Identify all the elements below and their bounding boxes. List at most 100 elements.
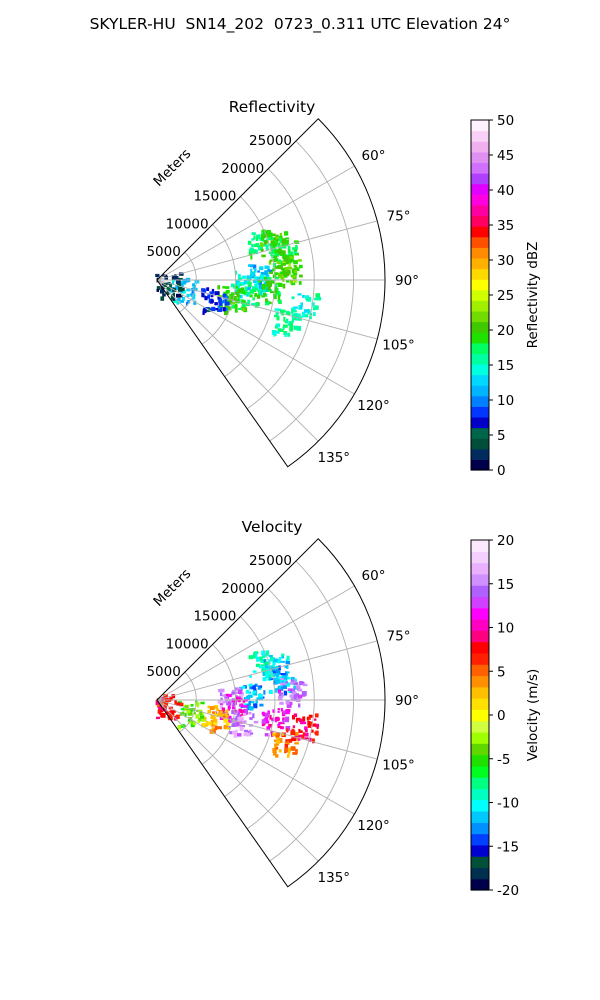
echo-gate [249, 674, 252, 678]
echo-gate [277, 689, 282, 694]
echo-gate [228, 701, 231, 707]
echo-gate [251, 303, 256, 306]
echo-gate [286, 754, 290, 758]
echo-gate [249, 717, 253, 720]
echo-gate [300, 302, 303, 308]
echo-gate [285, 671, 288, 676]
echo-gate [294, 253, 299, 256]
echo-gate [286, 269, 291, 275]
echo-gate [283, 316, 286, 322]
echo-gate [212, 711, 215, 714]
azimuth-tick-label: 120° [357, 818, 390, 834]
echo-gate [282, 283, 286, 289]
echo-gate [267, 287, 271, 291]
colorbar-swatch [471, 788, 489, 801]
colorbar-swatch [471, 867, 489, 880]
echo-gate [251, 243, 254, 248]
echo-gate [215, 308, 219, 311]
range-tick-label: 10000 [166, 636, 209, 652]
echo-gate [277, 686, 281, 690]
echo-gate [250, 255, 253, 260]
echo-gate [311, 723, 316, 727]
echo-gate [254, 651, 259, 655]
echo-gate [156, 288, 159, 292]
echo-gate [258, 284, 263, 290]
echo-gate [265, 244, 268, 250]
echo-gate [265, 665, 271, 670]
echo-gate [277, 328, 282, 332]
echo-gate [265, 298, 268, 302]
echo-gate [186, 709, 191, 714]
echo-gate [268, 277, 272, 282]
echo-gate [248, 655, 254, 660]
azimuth-tick-label: 75° [387, 628, 411, 644]
colorbar-tick-label: 20 [497, 323, 514, 339]
echo-gate [253, 703, 258, 709]
echo-gate [313, 312, 316, 316]
echo-gate [276, 330, 280, 334]
colorbar-swatch [471, 731, 489, 744]
echo-gate [298, 718, 303, 722]
echo-gate [235, 298, 240, 304]
echo-gate [228, 694, 232, 698]
echo-gate [294, 248, 297, 252]
echo-gate [296, 693, 299, 696]
echo-gate [291, 307, 296, 310]
echo-gate [291, 317, 295, 323]
echo-gate [254, 683, 258, 687]
echo-gate [278, 235, 283, 240]
echo-gate [304, 726, 308, 730]
echo-gate [279, 738, 283, 743]
echo-gate [285, 660, 291, 665]
echo-gate [298, 694, 303, 699]
echo-gate [244, 708, 248, 714]
echo-gate [264, 713, 269, 718]
echo-gate [223, 718, 229, 723]
echo-gate [249, 729, 252, 732]
echo-gate [272, 242, 278, 245]
echo-gate [276, 261, 281, 264]
echo-gate [293, 685, 298, 690]
echo-gate [266, 668, 272, 674]
echo-gate [299, 264, 303, 269]
echo-gate [285, 681, 288, 684]
echo-gate [178, 286, 183, 292]
range-tick-label: 15000 [193, 609, 236, 625]
echo-gate [212, 722, 218, 725]
echo-gate [242, 686, 245, 689]
echo-gate [298, 734, 303, 738]
echo-gate [260, 242, 264, 247]
range-ring [179, 251, 197, 313]
echo-gate [238, 307, 243, 310]
echo-gate [277, 696, 283, 701]
echo-gate [301, 691, 307, 696]
echo-gate [309, 316, 312, 320]
echo-gate [299, 305, 303, 309]
echo-gate [226, 701, 230, 706]
echo-gate [227, 716, 232, 721]
echo-gate [220, 712, 226, 715]
echo-gate [213, 719, 217, 724]
echo-gate [302, 716, 306, 722]
echo-gate [263, 659, 266, 663]
echo-gate [261, 667, 264, 673]
echo-gate [180, 708, 184, 711]
echo-gate [283, 258, 288, 263]
echo-gate [279, 232, 283, 237]
echo-gate [272, 748, 277, 753]
echo-gate [155, 273, 160, 277]
echo-gate [293, 325, 299, 330]
echo-gate [248, 694, 253, 698]
echo-gate [285, 709, 290, 715]
echo-cell [268, 665, 298, 696]
echo-gate [230, 703, 234, 706]
range-axis-label: Meters [150, 146, 194, 190]
echo-gate [293, 240, 299, 244]
echo-gate [222, 299, 225, 304]
colorbar-tick-label: 10 [497, 621, 514, 637]
colorbar-tick-label: 35 [497, 218, 514, 234]
colorbar-tick-label: -15 [497, 839, 519, 855]
echo-gate [241, 281, 246, 286]
colorbar-swatch [471, 777, 489, 789]
